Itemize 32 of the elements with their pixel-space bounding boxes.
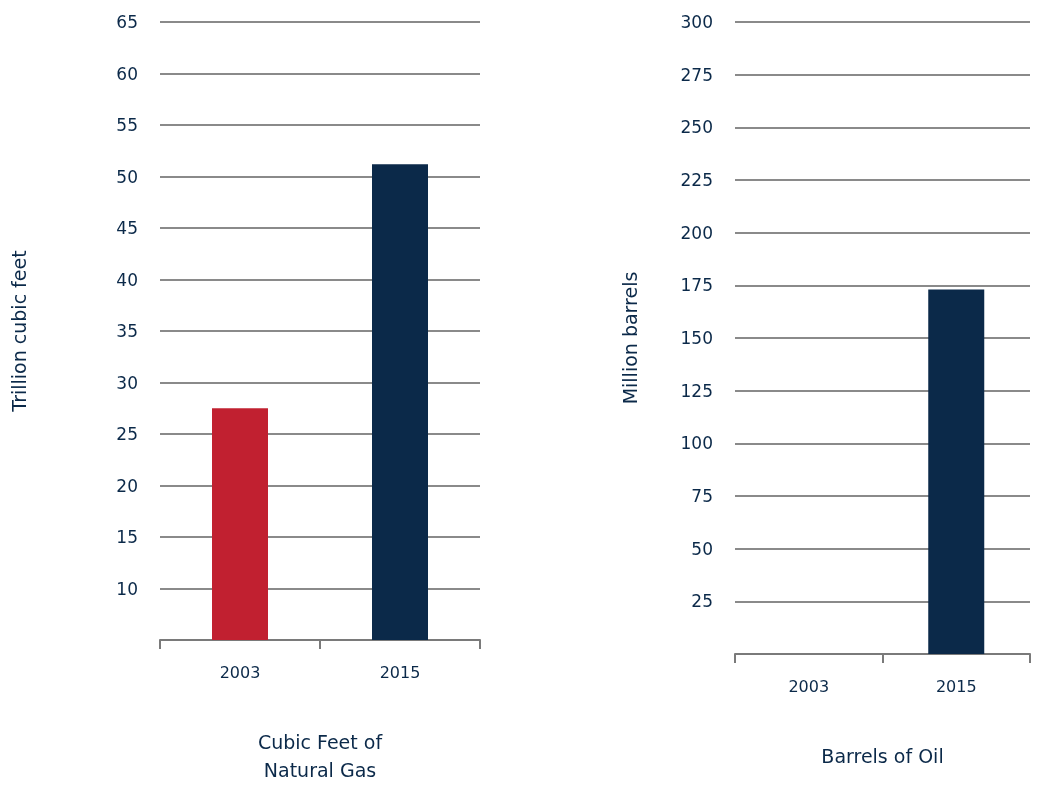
y-tick-label: 50 [116, 166, 138, 187]
y-tick-label: 175 [680, 275, 713, 296]
y-tick-label: 55 [116, 115, 138, 135]
y-axis-title: Million barrels [618, 271, 641, 405]
y-tick-label: 100 [680, 433, 713, 454]
y-tick-label: 65 [116, 12, 138, 32]
y-tick-label: 150 [680, 328, 713, 348]
y-tick-label: 30 [116, 372, 138, 393]
y-tick-label: 15 [116, 527, 138, 547]
y-tick-label: 125 [680, 380, 713, 401]
y-tick-label: 225 [680, 170, 713, 190]
x-axis-title: Barrels of Oil [821, 745, 944, 767]
x-axis-title: Cubic Feet of Natural Gas [257, 731, 384, 781]
x-tick-label: 2003 [788, 676, 830, 696]
y-tick-label: 40 [116, 269, 138, 290]
y-tick-label: 50 [691, 538, 713, 559]
y-axis-title: Trillion cubic feet [7, 250, 30, 413]
y-tick-label: 35 [116, 321, 138, 341]
y-tick-label: 60 [116, 63, 138, 84]
y-tick-label: 20 [116, 475, 138, 496]
y-tick-label: 10 [116, 578, 138, 599]
x-tick-label: 2015 [379, 662, 421, 682]
x-tick-label: 2015 [935, 676, 977, 696]
y-tick-label: 250 [680, 117, 713, 138]
y-tick-label: 45 [116, 218, 138, 238]
y-tick-label: 25 [116, 424, 138, 444]
y-tick-label: 300 [680, 12, 713, 32]
x-tick-label: 2003 [219, 662, 261, 682]
y-tick-label: 25 [691, 591, 713, 612]
y-tick-label: 75 [691, 486, 713, 506]
y-tick-label: 275 [680, 64, 713, 85]
y-tick-label: 200 [680, 222, 713, 243]
